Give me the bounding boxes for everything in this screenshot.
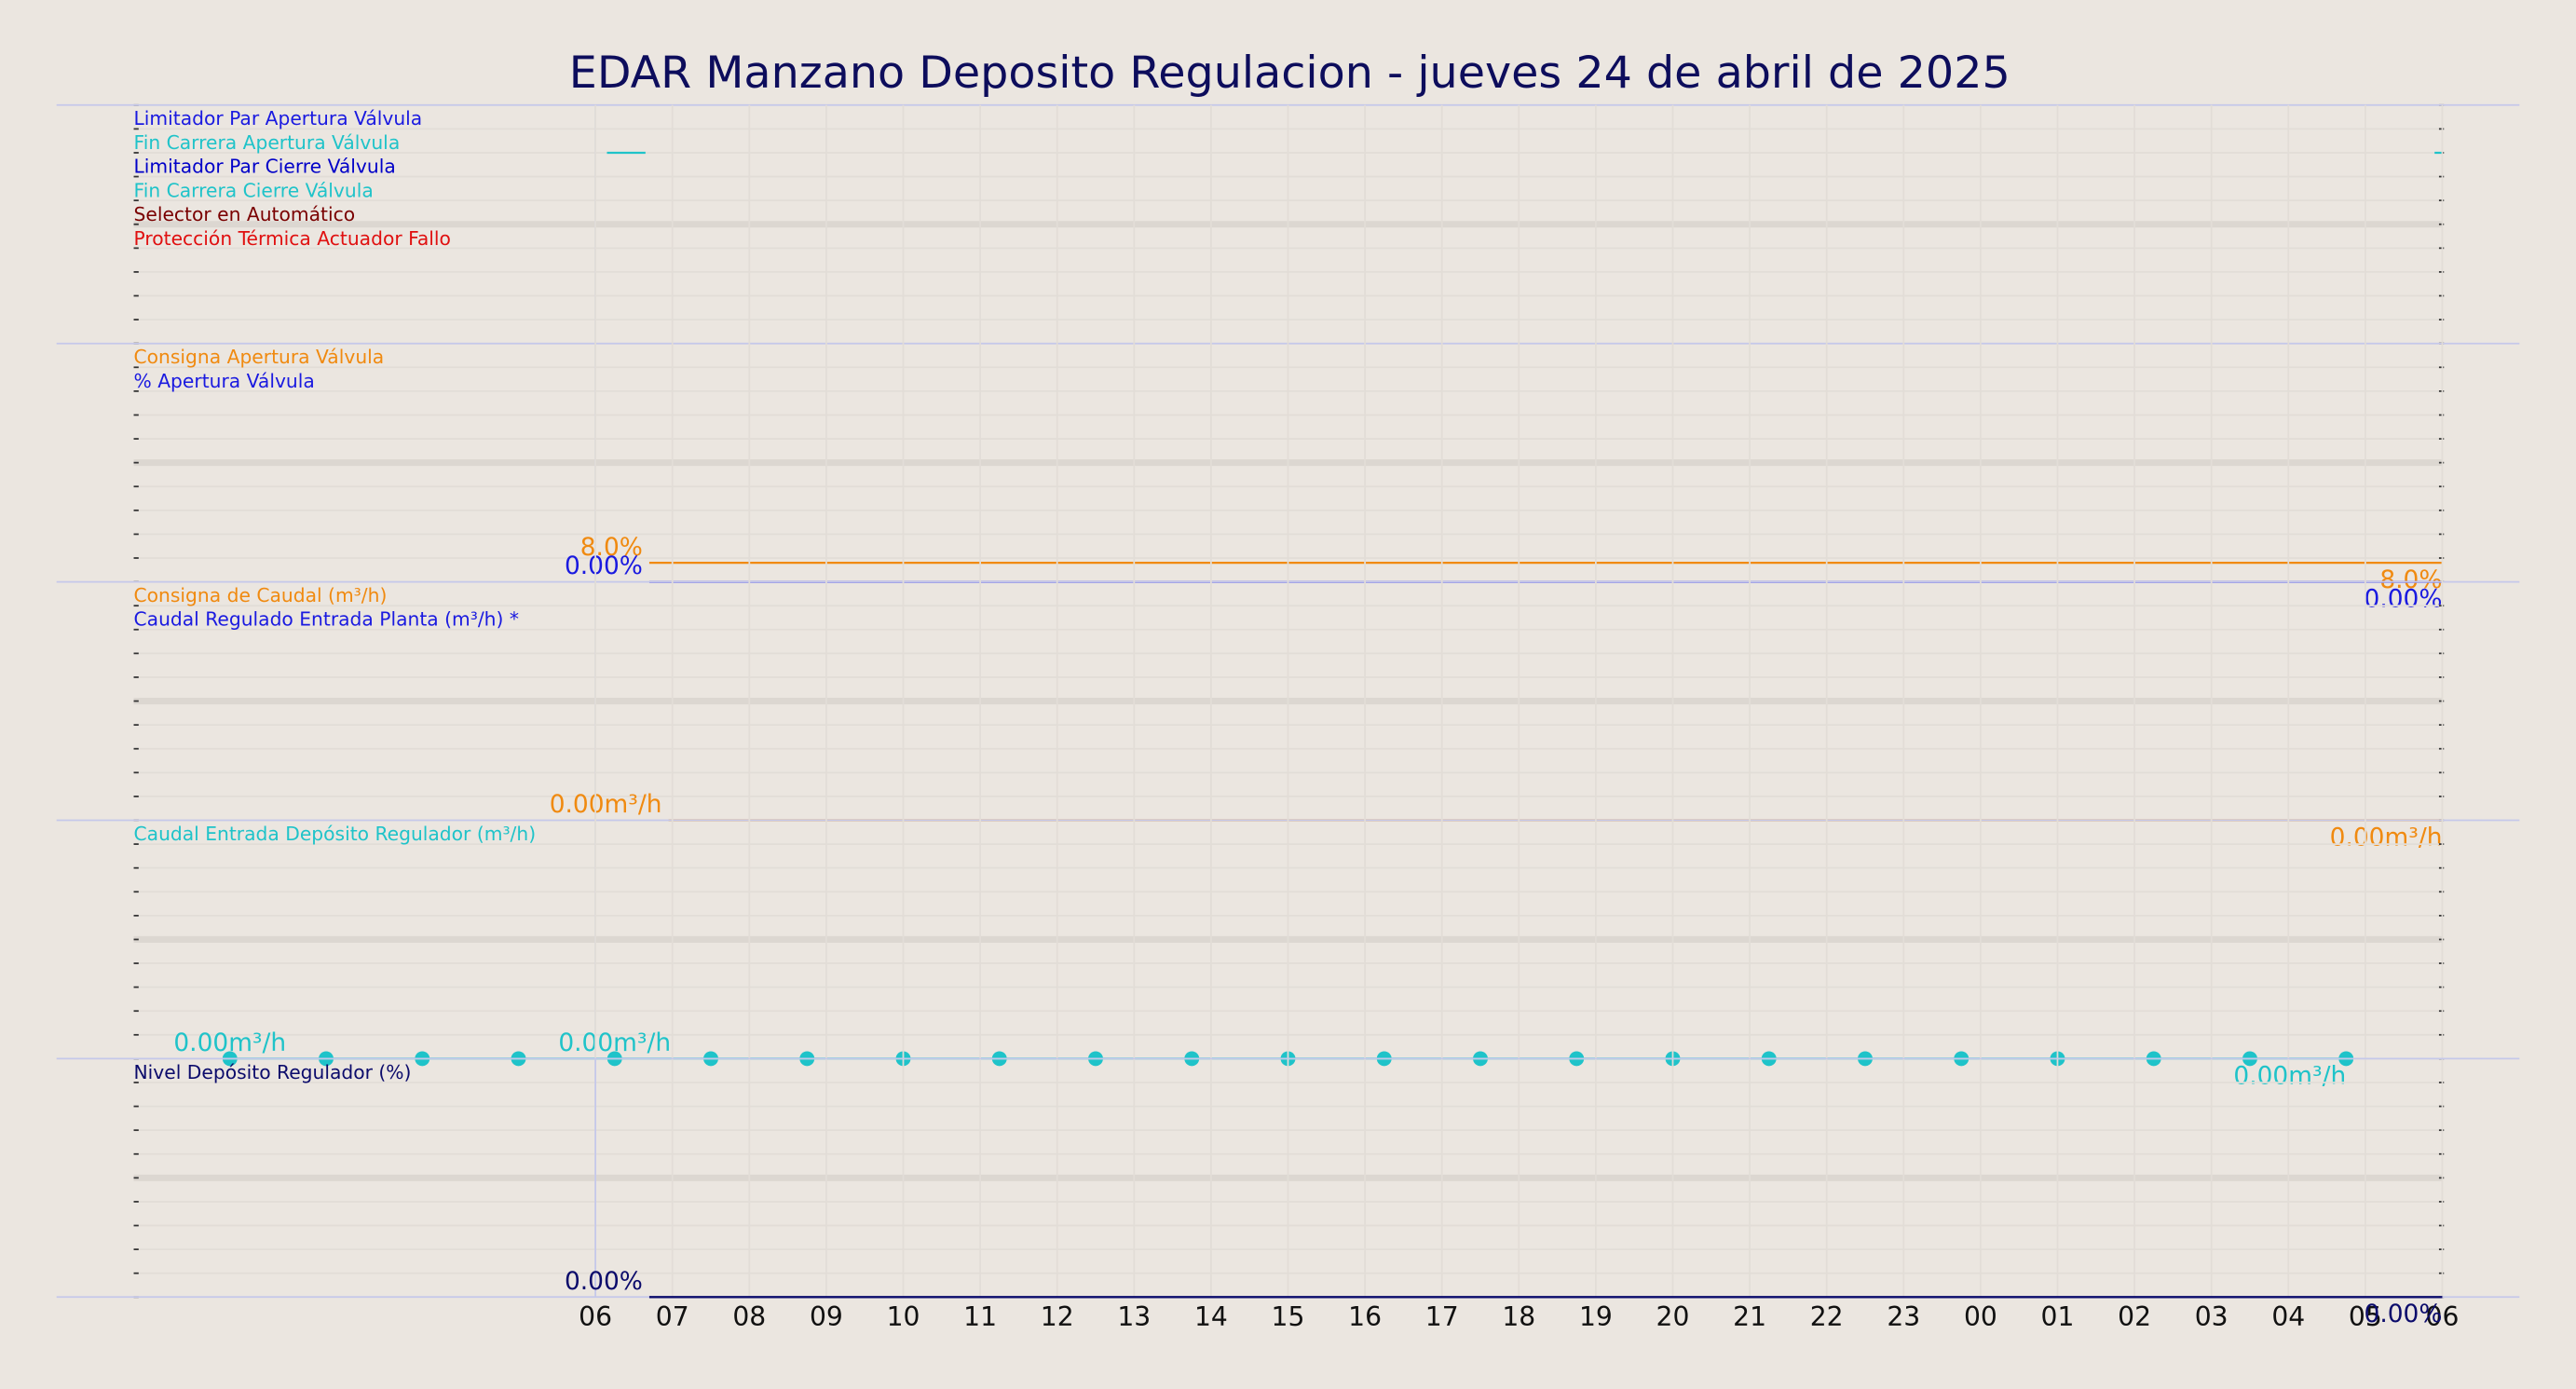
- x-tick-label: 04: [2271, 1301, 2305, 1332]
- value-label: 0.00m³/h: [550, 790, 662, 819]
- value-label: 8.0%: [2379, 565, 2442, 594]
- legend-entry: Caudal Entrada Depósito Regulador (m³/h): [134, 823, 537, 845]
- x-tick-label: 19: [1579, 1301, 1613, 1332]
- x-tick-label: 10: [887, 1301, 920, 1332]
- value-label: 0.00m³/h: [173, 1028, 286, 1057]
- x-tick-label: 07: [656, 1301, 689, 1332]
- x-tick-label: 17: [1425, 1301, 1459, 1332]
- value-label: 8.0%: [580, 533, 643, 562]
- x-tick-label: 06: [579, 1301, 612, 1332]
- legend-entry: Nivel Depósito Regulador (%): [134, 1061, 412, 1083]
- value-label: 0.00%: [565, 552, 643, 580]
- x-tick-label: 08: [732, 1301, 766, 1332]
- x-tick-label: 09: [810, 1301, 843, 1332]
- value-label: 0.00m³/h: [2330, 823, 2443, 851]
- x-tick-label: 15: [1272, 1301, 1305, 1332]
- value-label: 0.00m³/h: [2233, 1061, 2346, 1090]
- legend-entry: Limitador Par Apertura Válvula: [134, 107, 423, 129]
- x-tick-label: 18: [1502, 1301, 1535, 1332]
- value-label: 0.00%: [565, 1267, 643, 1296]
- legend-entry: Fin Carrera Apertura Válvula: [134, 131, 401, 154]
- x-tick-label: 20: [1656, 1301, 1690, 1332]
- x-tick-label: 01: [2041, 1301, 2075, 1332]
- x-tick-label: 21: [1733, 1301, 1766, 1332]
- x-tick-label: 05: [2349, 1301, 2382, 1332]
- value-label: 0.00m³/h: [558, 1028, 671, 1057]
- legend-entry: Fin Carrera Cierre Válvula: [134, 179, 374, 201]
- x-tick-label: 06: [2426, 1301, 2460, 1332]
- x-tick-label: 12: [1041, 1301, 1074, 1332]
- value-label: 0.00%: [2365, 1300, 2443, 1328]
- x-tick-label: 22: [1810, 1301, 1844, 1332]
- x-tick-label: 03: [2195, 1301, 2228, 1332]
- x-tick-label: 23: [1887, 1301, 1920, 1332]
- legend-entry: Limitador Par Cierre Válvula: [134, 156, 396, 178]
- x-tick-label: 13: [1117, 1301, 1151, 1332]
- x-tick-label: 14: [1194, 1301, 1228, 1332]
- legend-entry: Protección Térmica Actuador Fallo: [134, 227, 451, 250]
- value-label: 0.00%: [2365, 584, 2443, 613]
- x-tick-label: 02: [2118, 1301, 2151, 1332]
- legend-entry: Selector en Automático: [134, 203, 356, 225]
- legend-entry: Consigna Apertura Válvula: [134, 346, 385, 368]
- legend-entry: Consigna de Caudal (m³/h): [134, 584, 388, 606]
- x-tick-label: 16: [1348, 1301, 1382, 1332]
- legend-entry: % Apertura Válvula: [134, 370, 315, 392]
- legend-entry: Caudal Regulado Entrada Planta (m³/h) *: [134, 608, 519, 631]
- x-tick-label: 00: [1964, 1301, 1997, 1332]
- x-tick-label: 11: [963, 1301, 997, 1332]
- chart-title: EDAR Manzano Deposito Regulacion - jueve…: [569, 48, 2010, 99]
